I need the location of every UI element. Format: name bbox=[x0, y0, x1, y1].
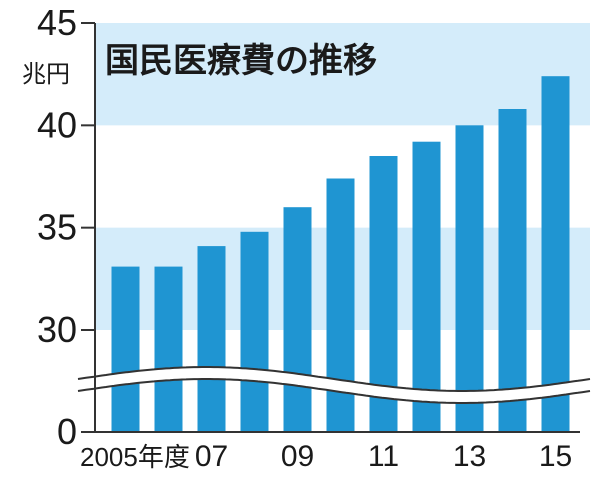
y-tick-label-35: 35 bbox=[37, 207, 77, 248]
y-axis-unit: 兆円 bbox=[22, 60, 70, 88]
x-tick-label-15: 15 bbox=[539, 440, 572, 473]
bar-2005年度 bbox=[111, 266, 140, 432]
bar-15 bbox=[541, 76, 570, 432]
bar-09 bbox=[283, 207, 312, 432]
y-tick-label-45: 45 bbox=[37, 2, 77, 43]
bar-13 bbox=[455, 125, 484, 433]
y-tick-label-0: 0 bbox=[57, 411, 77, 452]
x-tick-label-11: 11 bbox=[368, 440, 399, 473]
axis-break bbox=[77, 366, 591, 404]
bar-07 bbox=[197, 246, 226, 432]
x-tick-label-2005年度: 2005年度 bbox=[80, 442, 190, 472]
chart-title: 国民医療費の推移 bbox=[105, 41, 377, 81]
y-tick-label-30: 30 bbox=[37, 309, 77, 350]
bar-08 bbox=[240, 231, 269, 432]
axis-break-line-lower bbox=[77, 378, 591, 404]
y-axis bbox=[81, 22, 580, 433]
bar-12 bbox=[412, 141, 441, 432]
band-0 bbox=[95, 23, 590, 126]
y-tick-label-40: 40 bbox=[37, 104, 77, 145]
bar-06 bbox=[154, 266, 183, 432]
x-tick-labels: 2005年度 07 09 11 13 15 bbox=[80, 440, 572, 473]
y-tick-labels: 0 30 35 40 45 bbox=[37, 2, 77, 452]
x-tick-label-07: 07 bbox=[195, 440, 228, 473]
axis-break-line-upper bbox=[77, 366, 591, 392]
bar-14 bbox=[498, 109, 527, 432]
axis-break-fill bbox=[78, 367, 590, 403]
x-tick-label-13: 13 bbox=[453, 440, 486, 473]
x-tick-label-09: 09 bbox=[281, 440, 314, 473]
